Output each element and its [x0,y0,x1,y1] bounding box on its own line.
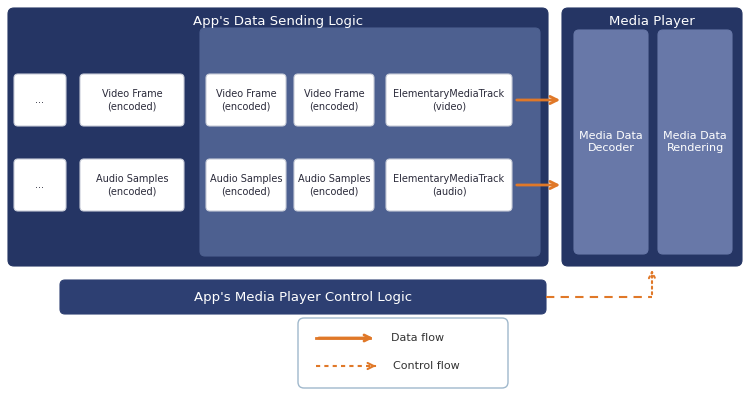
FancyBboxPatch shape [562,8,742,266]
FancyBboxPatch shape [206,159,286,211]
Text: Audio Samples
(encoded): Audio Samples (encoded) [298,174,370,196]
FancyBboxPatch shape [8,8,548,266]
Text: ...: ... [35,180,44,190]
Text: Audio Samples
(encoded): Audio Samples (encoded) [96,174,168,196]
FancyBboxPatch shape [206,74,286,126]
Text: ...: ... [35,95,44,105]
FancyBboxPatch shape [60,280,546,314]
FancyBboxPatch shape [574,30,648,254]
Text: Control flow: Control flow [393,361,459,371]
FancyBboxPatch shape [658,30,732,254]
FancyBboxPatch shape [298,318,508,388]
Text: App's Data Sending Logic: App's Data Sending Logic [193,15,363,29]
Text: Media Data
Rendering: Media Data Rendering [663,131,727,153]
FancyBboxPatch shape [80,74,184,126]
Text: Media Player: Media Player [609,15,694,29]
FancyBboxPatch shape [200,28,540,256]
FancyBboxPatch shape [386,74,512,126]
FancyBboxPatch shape [80,159,184,211]
Text: ElementaryMediaTrack
(video): ElementaryMediaTrack (video) [394,89,505,111]
Text: Data flow: Data flow [392,333,445,343]
Text: Audio Samples
(encoded): Audio Samples (encoded) [210,174,282,196]
FancyBboxPatch shape [294,159,374,211]
FancyBboxPatch shape [386,159,512,211]
Text: Media Data
Decoder: Media Data Decoder [579,131,643,153]
Text: ElementaryMediaTrack
(audio): ElementaryMediaTrack (audio) [394,174,505,196]
Text: Video Frame
(encoded): Video Frame (encoded) [216,89,276,111]
FancyBboxPatch shape [294,74,374,126]
FancyBboxPatch shape [14,159,66,211]
Text: App's Media Player Control Logic: App's Media Player Control Logic [194,291,412,303]
FancyBboxPatch shape [14,74,66,126]
Text: Video Frame
(encoded): Video Frame (encoded) [304,89,364,111]
Text: Video Frame
(encoded): Video Frame (encoded) [102,89,162,111]
